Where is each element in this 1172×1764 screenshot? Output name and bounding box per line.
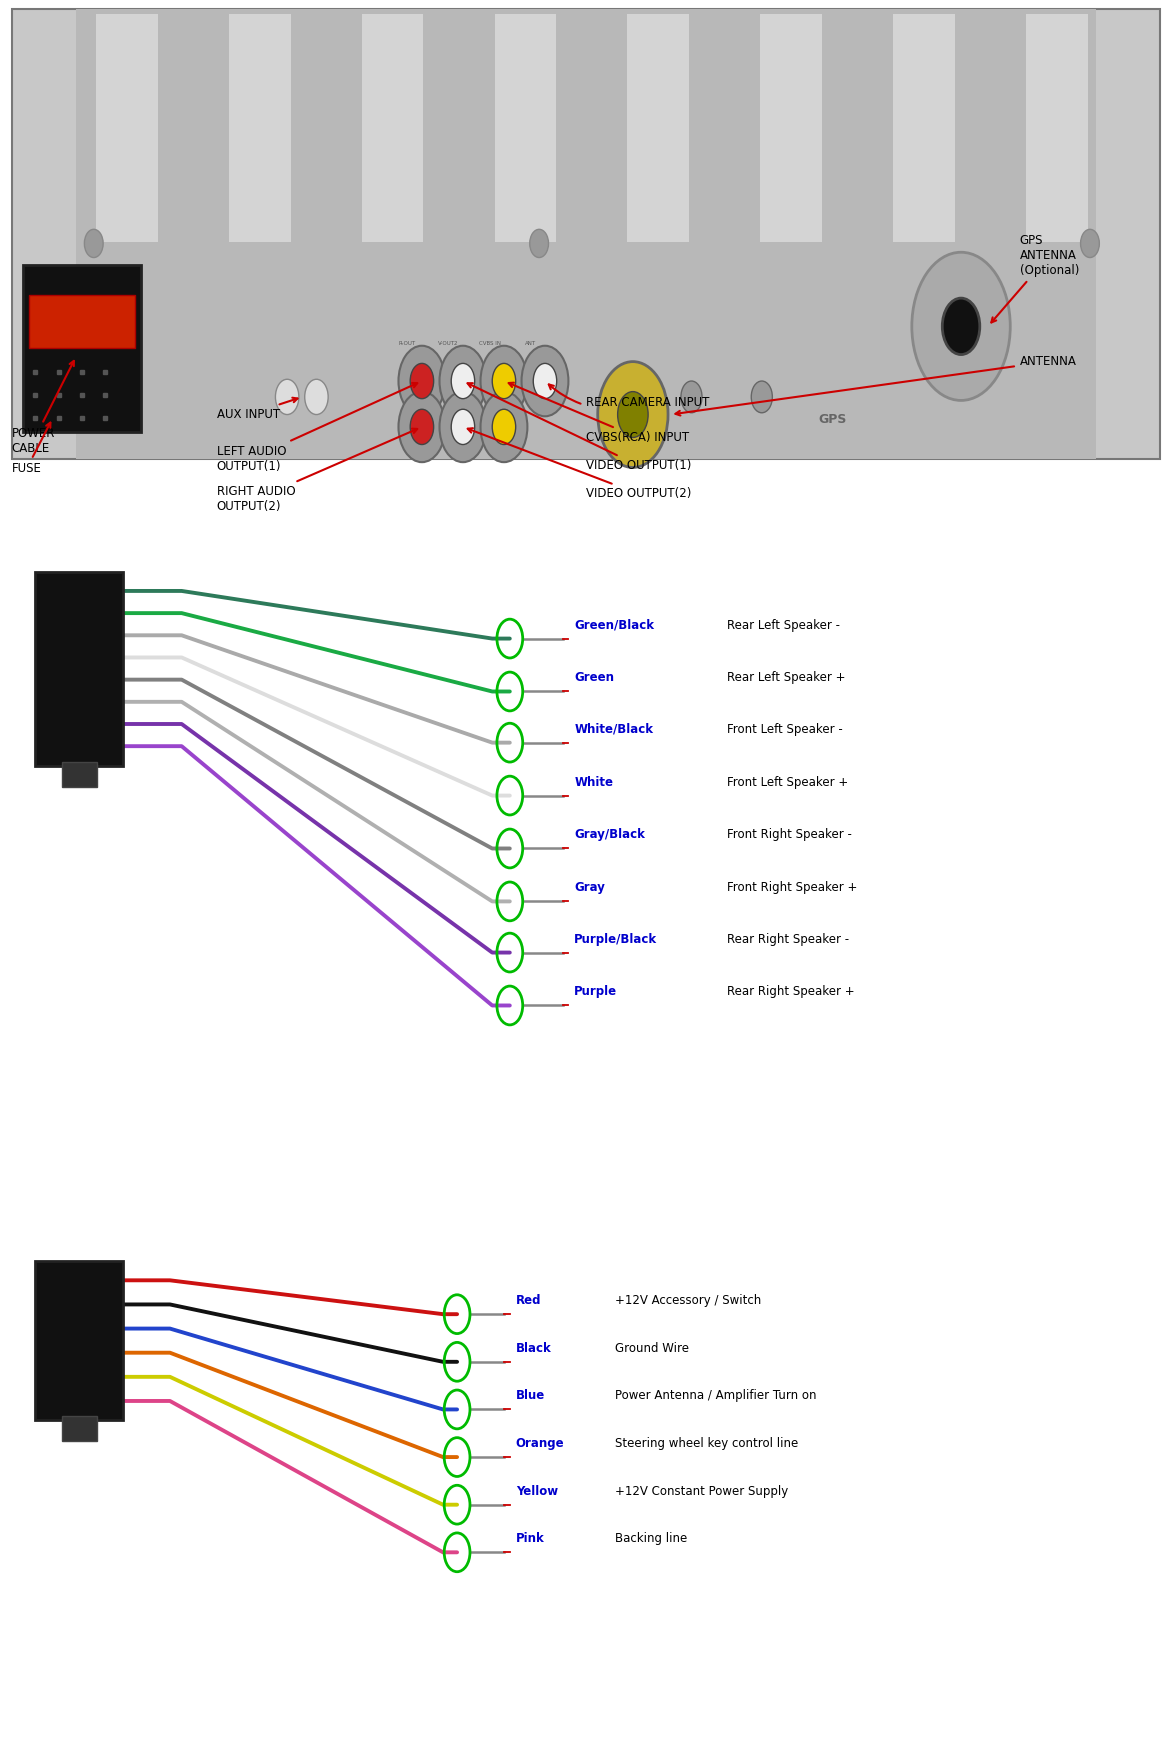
Bar	[761, 14, 822, 242]
Circle shape	[398, 392, 445, 462]
Text: Rear Left Speaker +: Rear Left Speaker +	[727, 672, 845, 684]
Text: Black: Black	[516, 1342, 552, 1355]
Text: Purple/Black: Purple/Black	[574, 933, 657, 946]
Text: Yellow: Yellow	[516, 1485, 558, 1498]
Text: Gray/Black: Gray/Black	[574, 829, 645, 841]
Bar	[76, 9, 1096, 247]
Text: REAR CAMERA INPUT: REAR CAMERA INPUT	[548, 385, 709, 409]
Text: Red: Red	[516, 1295, 541, 1307]
Text: Power Antenna / Amplifier Turn on: Power Antenna / Amplifier Turn on	[615, 1390, 817, 1402]
Text: ANT: ANT	[525, 342, 537, 346]
Circle shape	[440, 346, 486, 416]
Circle shape	[398, 346, 445, 416]
Bar	[12, 9, 1160, 459]
Text: CVBS IN: CVBS IN	[479, 342, 500, 346]
Circle shape	[751, 381, 772, 413]
Text: AUX INPUT: AUX INPUT	[217, 397, 298, 422]
Bar	[826, 14, 888, 242]
Bar	[61, 1416, 96, 1441]
Text: White/Black: White/Black	[574, 723, 653, 736]
Text: Ground Wire: Ground Wire	[615, 1342, 689, 1355]
Bar	[495, 14, 557, 242]
Circle shape	[275, 379, 299, 415]
Circle shape	[1081, 229, 1099, 258]
Circle shape	[522, 346, 568, 416]
Circle shape	[410, 409, 434, 445]
Circle shape	[481, 392, 527, 462]
Bar	[229, 14, 291, 242]
Text: Green: Green	[574, 672, 614, 684]
Bar	[960, 14, 1021, 242]
Circle shape	[451, 363, 475, 399]
Text: Front Left Speaker +: Front Left Speaker +	[727, 776, 847, 789]
Text: White: White	[574, 776, 613, 789]
Text: Purple: Purple	[574, 986, 618, 998]
Text: FUSE: FUSE	[12, 423, 50, 475]
Circle shape	[410, 363, 434, 399]
Bar	[29, 295, 135, 348]
Circle shape	[451, 409, 475, 445]
Text: V-OUT2: V-OUT2	[437, 342, 458, 346]
Bar	[694, 14, 756, 242]
Text: +12V Accessory / Switch: +12V Accessory / Switch	[615, 1295, 762, 1307]
Text: Blue: Blue	[516, 1390, 545, 1402]
Bar	[35, 572, 123, 766]
Circle shape	[440, 392, 486, 462]
Bar	[96, 14, 158, 242]
Text: Backing line: Backing line	[615, 1533, 688, 1545]
Circle shape	[305, 379, 328, 415]
Text: Rear Right Speaker -: Rear Right Speaker -	[727, 933, 849, 946]
Circle shape	[618, 392, 648, 437]
Text: Front Right Speaker -: Front Right Speaker -	[727, 829, 852, 841]
Bar	[76, 247, 1096, 459]
Text: LEFT AUDIO
OUTPUT(1): LEFT AUDIO OUTPUT(1)	[217, 383, 417, 473]
Circle shape	[533, 363, 557, 399]
Bar	[362, 14, 423, 242]
Bar	[35, 1261, 123, 1420]
Text: Gray: Gray	[574, 882, 605, 894]
Circle shape	[84, 229, 103, 258]
Bar	[1026, 14, 1088, 242]
Text: Front Right Speaker +: Front Right Speaker +	[727, 882, 857, 894]
Text: VIDEO OUTPUT(1): VIDEO OUTPUT(1)	[468, 383, 691, 473]
Circle shape	[681, 381, 702, 413]
Circle shape	[481, 346, 527, 416]
Text: Pink: Pink	[516, 1533, 545, 1545]
Text: CVBS(RCA) INPUT: CVBS(RCA) INPUT	[509, 383, 689, 445]
Bar	[61, 762, 96, 787]
Bar	[163, 14, 224, 242]
Bar	[23, 265, 141, 432]
Text: Front Left Speaker -: Front Left Speaker -	[727, 723, 843, 736]
Circle shape	[492, 409, 516, 445]
Circle shape	[598, 362, 668, 467]
Text: +12V Constant Power Supply: +12V Constant Power Supply	[615, 1485, 789, 1498]
Text: Orange: Orange	[516, 1438, 564, 1450]
Text: RIGHT AUDIO
OUTPUT(2): RIGHT AUDIO OUTPUT(2)	[217, 429, 417, 513]
Text: GPS
ANTENNA
(Optional): GPS ANTENNA (Optional)	[992, 235, 1079, 323]
Text: Rear Right Speaker +: Rear Right Speaker +	[727, 986, 854, 998]
Circle shape	[942, 298, 980, 355]
Bar	[893, 14, 955, 242]
Text: ANTENNA: ANTENNA	[675, 355, 1077, 416]
Bar	[428, 14, 490, 242]
Text: GPS: GPS	[818, 413, 846, 427]
Circle shape	[492, 363, 516, 399]
Text: Green/Black: Green/Black	[574, 619, 654, 632]
Circle shape	[912, 252, 1010, 400]
Bar	[561, 14, 622, 242]
Circle shape	[530, 229, 548, 258]
Text: VIDEO OUTPUT(2): VIDEO OUTPUT(2)	[468, 429, 691, 501]
Text: POWER
CABLE: POWER CABLE	[12, 362, 74, 455]
Text: R-OUT: R-OUT	[398, 342, 415, 346]
Bar	[627, 14, 689, 242]
Bar	[295, 14, 357, 242]
Text: Rear Left Speaker -: Rear Left Speaker -	[727, 619, 839, 632]
Text: Steering wheel key control line: Steering wheel key control line	[615, 1438, 798, 1450]
